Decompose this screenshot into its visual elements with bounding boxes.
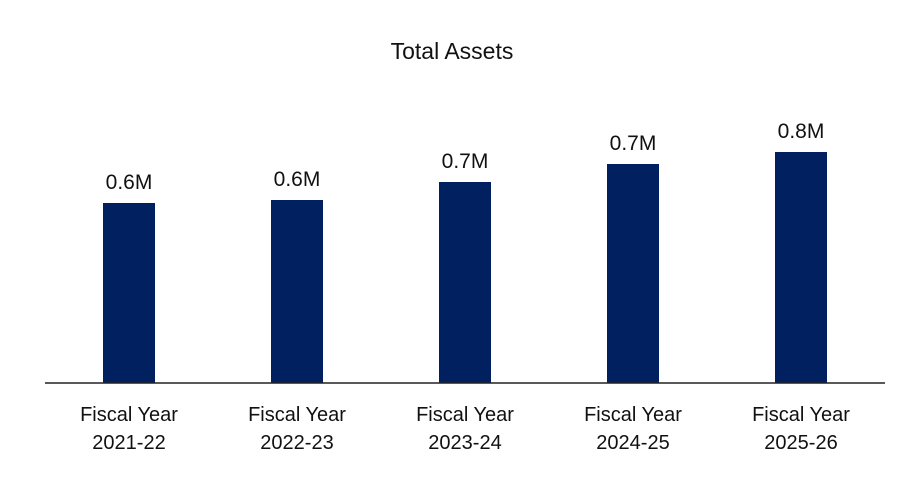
x-tick-label: Fiscal Year 2022-23 — [248, 404, 346, 454]
bar — [439, 182, 491, 383]
bar — [271, 200, 323, 383]
chart-title: Total Assets — [390, 38, 514, 64]
data-label: 0.6M — [106, 171, 153, 194]
data-label: 0.7M — [442, 150, 489, 173]
bar — [607, 164, 659, 383]
data-label: 0.7M — [610, 132, 657, 155]
data-label: 0.8M — [778, 120, 825, 143]
x-tick-label: Fiscal Year 2021-22 — [80, 404, 178, 454]
data-label: 0.6M — [274, 168, 321, 191]
bar — [775, 152, 827, 383]
bar — [103, 203, 155, 383]
x-tick-label: Fiscal Year 2023-24 — [416, 404, 514, 454]
x-tick-label: Fiscal Year 2024-25 — [584, 404, 682, 454]
x-tick-label: Fiscal Year 2025-26 — [752, 404, 850, 454]
